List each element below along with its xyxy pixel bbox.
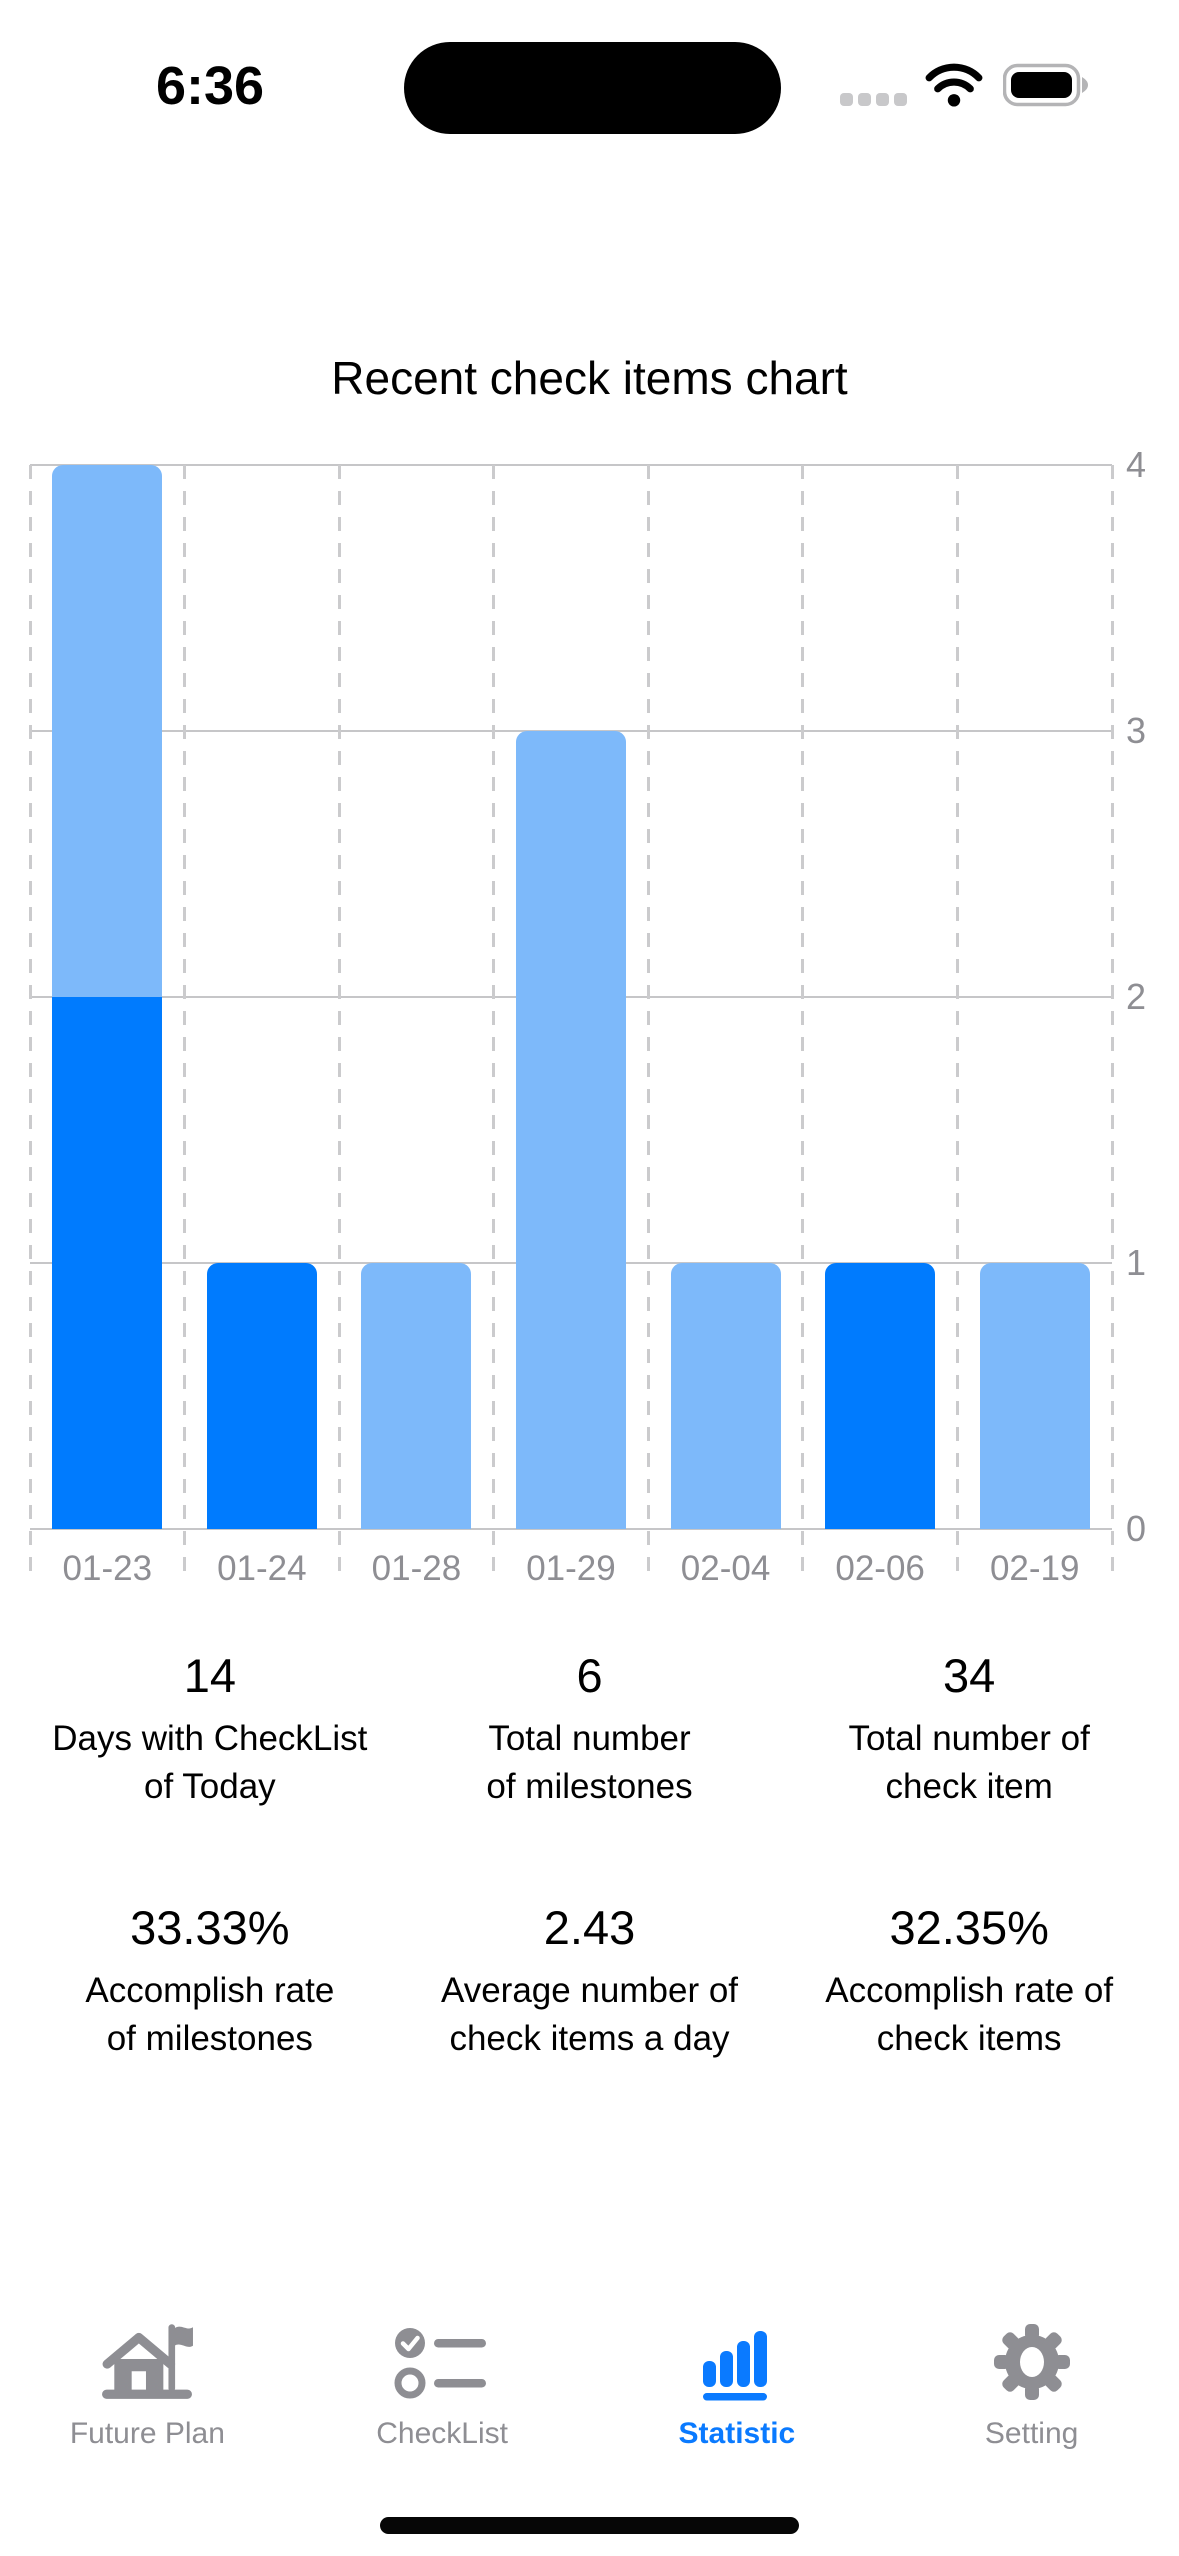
tab-label: Statistic	[678, 2417, 796, 2450]
stat-label: Accomplish rate of milestones	[85, 1971, 335, 2058]
status-bar-icons	[840, 63, 1089, 107]
plot-area: 0 1 2 3 4 01-23 01-24 01-28 01-29 02-04 02-06 02-19	[28, 444, 1146, 1588]
y-axis-tick-label: 2	[1126, 976, 1147, 1017]
page-title: Recent check items chart	[331, 352, 848, 404]
x-axis-tick-label: 01-23	[62, 1549, 153, 1588]
dynamic-island	[404, 42, 781, 134]
stat-value: 6	[576, 1649, 603, 1702]
tab-setting[interactable]: Setting	[884, 2306, 1179, 2452]
stat-total-milestones: 6 Total number of milestones	[400, 1645, 780, 1811]
x-axis-tick-label: 01-29	[526, 1549, 616, 1588]
stats-row-2: 33.33% Accomplish rate of milestones 2.4…	[20, 1897, 1159, 2063]
signal-dot	[858, 93, 871, 106]
bar-segment-light-blue	[516, 731, 626, 1529]
stat-label: Accomplish rate of check items	[825, 1971, 1114, 2058]
stat-milestone-rate: 33.33% Accomplish rate of milestones	[20, 1897, 400, 2063]
bar-segment-dark-blue	[825, 1263, 936, 1529]
stat-label: Average number of check items a day	[440, 1971, 739, 2058]
gridline-horizontal	[30, 464, 1112, 466]
gridline-vertical	[337, 465, 341, 1583]
tab-bar: Future Plan CheckList	[0, 2306, 1179, 2452]
tab-statistic[interactable]: Statistic	[590, 2306, 885, 2452]
tab-label: Future Plan	[69, 2417, 225, 2450]
battery-icon	[1003, 63, 1088, 107]
stat-label: Days with CheckList of Today	[52, 1719, 368, 1806]
bar-segment-light-blue	[979, 1263, 1090, 1529]
y-axis-tick-label: 1	[1126, 1242, 1147, 1283]
y-axis-tick-label: 0	[1126, 1508, 1147, 1549]
stat-label: Total number of check item	[848, 1719, 1090, 1806]
stat-value: 33.33%	[130, 1901, 290, 1954]
gear-icon	[991, 2306, 1073, 2402]
stat-value: 2.43	[543, 1901, 636, 1954]
gridline-vertical	[28, 465, 32, 1583]
stat-total-check-items: 34 Total number of check item	[779, 1645, 1159, 1811]
stats-row-1: 14 Days with CheckList of Today 6 Total …	[20, 1645, 1159, 1811]
tab-label: Setting	[984, 2417, 1079, 2450]
house-flag-icon	[100, 2306, 194, 2402]
x-axis-tick-label: 01-24	[217, 1549, 307, 1588]
tab-future-plan[interactable]: Future Plan	[0, 2306, 295, 2452]
stat-check-item-rate: 32.35% Accomplish rate of check items	[779, 1897, 1159, 2063]
signal-dot	[876, 93, 889, 106]
bar-segment-light-blue	[670, 1263, 781, 1529]
x-axis-tick-label: 02-04	[680, 1549, 771, 1588]
gridline-vertical	[646, 465, 650, 1583]
tab-checklist[interactable]: CheckList	[295, 2306, 590, 2452]
gridline-horizontal	[30, 1528, 1112, 1530]
stat-label: Total number of milestones	[486, 1719, 693, 1806]
gridline-vertical	[801, 465, 805, 1583]
gridline-vertical	[1110, 465, 1114, 1583]
gridline-vertical	[492, 465, 496, 1583]
gridline-vertical	[955, 465, 959, 1583]
stat-value: 14	[183, 1649, 236, 1702]
stat-average-check-items: 2.43 Average number of check items a day	[400, 1897, 780, 2063]
x-axis-tick-label: 02-06	[835, 1549, 925, 1588]
signal-dot	[840, 93, 853, 106]
bar-segment-light-blue	[361, 1263, 472, 1529]
tab-label: CheckList	[376, 2417, 508, 2450]
bar-segment-dark-blue	[52, 997, 163, 1529]
bar-segment-dark-blue	[206, 1263, 317, 1529]
stat-days-with-checklist: 14 Days with CheckList of Today	[20, 1645, 400, 1811]
wifi-icon	[925, 63, 983, 107]
checklist-icon	[394, 2306, 490, 2402]
gridline-vertical	[183, 465, 187, 1583]
home-indicator[interactable]	[380, 2517, 799, 2534]
signal-dot	[894, 93, 907, 106]
x-axis-tick-label: 01-28	[371, 1549, 462, 1588]
status-bar-time: 6:36	[155, 56, 265, 116]
y-axis-tick-label: 3	[1126, 710, 1147, 751]
bar-segment-light-blue	[52, 465, 163, 997]
stat-value: 34	[943, 1649, 996, 1702]
stat-value: 32.35%	[889, 1901, 1049, 1954]
bar-chart-icon	[697, 2306, 777, 2402]
cellular-signal-icon	[840, 93, 907, 106]
y-axis-tick-label: 4	[1126, 444, 1147, 485]
x-axis-tick-label: 02-19	[989, 1549, 1080, 1588]
